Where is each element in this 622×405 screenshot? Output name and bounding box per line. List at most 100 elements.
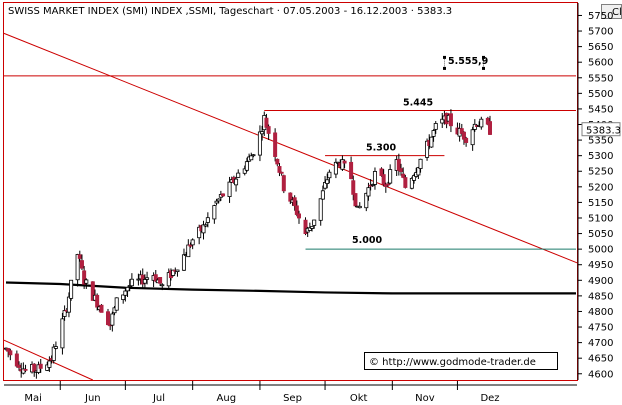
candle bbox=[385, 181, 390, 188]
candle bbox=[214, 198, 219, 206]
candle bbox=[153, 270, 158, 283]
candle-body bbox=[327, 171, 332, 179]
candle-body bbox=[333, 161, 338, 175]
candle bbox=[136, 273, 141, 286]
y-tick-label: 5750 bbox=[588, 11, 613, 22]
candle-body bbox=[351, 180, 356, 195]
x-tick-label: Mai bbox=[24, 393, 42, 404]
candle bbox=[251, 154, 256, 158]
candle-body bbox=[409, 178, 414, 189]
candle-body bbox=[17, 364, 22, 368]
candle-body bbox=[470, 129, 475, 146]
candle bbox=[320, 185, 325, 200]
candle-body bbox=[372, 171, 377, 185]
candle-body bbox=[340, 159, 345, 170]
y-tick-label: 4950 bbox=[588, 260, 613, 271]
selection-handle[interactable] bbox=[443, 66, 446, 70]
candle bbox=[23, 364, 28, 373]
candle bbox=[351, 175, 356, 201]
candle-body bbox=[366, 187, 371, 197]
y-tick-label: 4800 bbox=[588, 307, 613, 318]
y-axis: 4600 4650 4700 4750 4800 4850 4900 4950 5000 5050… bbox=[577, 3, 613, 380]
candle-body bbox=[353, 193, 358, 207]
candle-body bbox=[307, 227, 312, 231]
candle bbox=[160, 283, 165, 291]
candle-body bbox=[121, 294, 126, 300]
candle-body bbox=[188, 244, 193, 247]
candle-body bbox=[190, 239, 195, 246]
candle-body bbox=[186, 244, 191, 258]
candle-body bbox=[279, 171, 284, 174]
candle-body bbox=[203, 224, 208, 227]
selection-handle[interactable] bbox=[482, 66, 485, 70]
candle-body bbox=[175, 269, 180, 272]
candle bbox=[440, 112, 445, 128]
candle bbox=[14, 350, 19, 368]
candle-body bbox=[79, 260, 84, 269]
candle-body bbox=[325, 179, 330, 184]
last-value-box: 5383.3 bbox=[581, 122, 621, 137]
candle bbox=[95, 293, 100, 311]
candle bbox=[236, 169, 241, 178]
candle-body bbox=[370, 184, 375, 186]
y-tick-label: 4750 bbox=[588, 323, 613, 334]
level-annotation: 5.555,9 bbox=[448, 56, 488, 67]
candle-body bbox=[125, 287, 130, 292]
moving-average-line bbox=[5, 281, 576, 295]
candle bbox=[370, 183, 375, 187]
candle bbox=[257, 125, 262, 162]
last-value-label: 5383.3 bbox=[586, 126, 621, 137]
candle-body bbox=[431, 130, 436, 137]
candle bbox=[47, 356, 52, 372]
y-tick-label: 5450 bbox=[588, 104, 613, 115]
candle bbox=[221, 193, 226, 197]
candle bbox=[99, 304, 104, 313]
candle-body bbox=[160, 284, 165, 287]
candle-body bbox=[433, 123, 438, 130]
candle bbox=[366, 182, 371, 201]
last-value-frame bbox=[581, 122, 621, 137]
candle bbox=[186, 239, 191, 258]
candle-body bbox=[440, 118, 445, 124]
candle-body bbox=[312, 219, 317, 226]
candle bbox=[125, 286, 130, 298]
y-axis-panel bbox=[578, 2, 620, 387]
candle-body bbox=[342, 160, 347, 164]
candle bbox=[318, 198, 323, 226]
y-tick-label: 4850 bbox=[588, 291, 613, 302]
y-tick-label: 4600 bbox=[588, 369, 613, 380]
candle bbox=[357, 202, 362, 209]
candle bbox=[364, 192, 369, 212]
candle-body bbox=[461, 131, 466, 140]
candle-body bbox=[381, 174, 386, 185]
watermark-frame bbox=[364, 352, 558, 370]
candle bbox=[123, 287, 128, 302]
candle bbox=[381, 169, 386, 187]
candle bbox=[142, 274, 147, 289]
candle bbox=[379, 167, 384, 177]
candle-body bbox=[249, 155, 254, 161]
candle bbox=[75, 253, 80, 287]
candle bbox=[249, 152, 254, 161]
candle-body bbox=[197, 226, 202, 239]
y-tick-label: 5700 bbox=[588, 27, 613, 38]
candle bbox=[266, 124, 271, 140]
candle bbox=[487, 115, 492, 135]
y-tick-label: 5500 bbox=[588, 89, 613, 100]
candle-body bbox=[99, 304, 104, 313]
candle bbox=[110, 311, 115, 332]
y-tick-label: 4700 bbox=[588, 338, 613, 349]
candle-body bbox=[479, 118, 484, 128]
candle bbox=[281, 174, 286, 194]
candle bbox=[145, 271, 150, 285]
candle-body bbox=[66, 296, 71, 313]
y-tick-label: 5100 bbox=[588, 213, 613, 224]
candle bbox=[288, 192, 293, 205]
candle-body bbox=[216, 198, 221, 202]
candle-body bbox=[153, 274, 158, 282]
candle bbox=[216, 198, 221, 204]
candle bbox=[60, 312, 65, 355]
candle-body bbox=[275, 158, 280, 165]
